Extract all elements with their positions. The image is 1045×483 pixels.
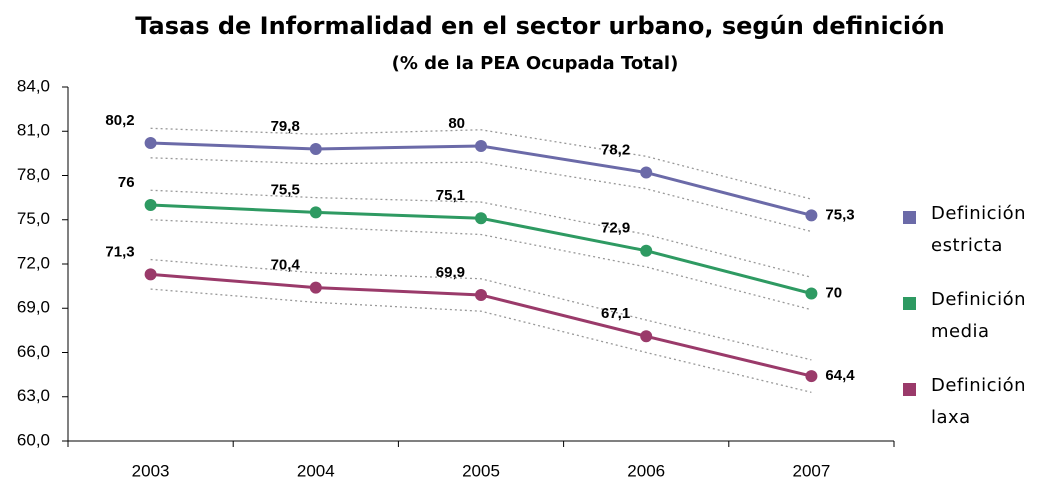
legend-item: Definición estricta — [903, 198, 1043, 284]
point — [640, 166, 653, 179]
point — [475, 288, 487, 301]
data-label: 80 — [448, 115, 465, 132]
point — [805, 209, 818, 222]
data-label: 78,2 — [601, 142, 630, 159]
point — [475, 140, 487, 152]
point — [805, 370, 818, 383]
data-label: 75,1 — [436, 187, 465, 204]
y-tick-label: 75,0 — [17, 209, 50, 228]
point — [144, 268, 157, 281]
data-label: 71,3 — [105, 243, 134, 260]
band-line — [150, 258, 812, 361]
point — [640, 330, 653, 343]
data-label: 70,4 — [271, 257, 301, 274]
point — [309, 142, 322, 155]
legend-label: Definición media — [931, 289, 1026, 342]
x-tick-label: 2003 — [132, 461, 170, 480]
point — [805, 287, 818, 300]
legend-swatch — [903, 211, 916, 224]
legend-label: Definición laxa — [931, 375, 1026, 428]
y-tick-label: 69,0 — [17, 298, 50, 317]
y-tick-label: 63,0 — [17, 386, 50, 405]
x-tick-label: 2005 — [462, 461, 500, 480]
y-tick-label: 72,0 — [17, 253, 50, 272]
y-tick-label: 66,0 — [17, 342, 50, 361]
y-tick-label: 60,0 — [17, 430, 50, 449]
legend-label: Definición estricta — [931, 203, 1026, 256]
data-label: 75,3 — [825, 206, 854, 223]
data-label: 79,8 — [271, 118, 300, 135]
legend-item: Definición media — [903, 284, 1043, 370]
band-line — [150, 189, 812, 278]
x-tick-label: 2004 — [297, 461, 335, 480]
data-label: 67,1 — [601, 305, 630, 322]
point — [309, 206, 322, 219]
data-label: 72,9 — [601, 220, 630, 237]
legend-swatch — [903, 383, 916, 396]
y-tick-label: 78,0 — [17, 165, 50, 184]
x-tick-label: 2006 — [627, 461, 665, 480]
band-line — [150, 157, 812, 233]
data-label: 70 — [825, 284, 842, 301]
legend: Definición estricta Definición media Defin… — [903, 198, 1043, 456]
point — [640, 244, 653, 257]
legend-item: Definición laxa — [903, 370, 1043, 456]
data-label: 64,4 — [825, 367, 855, 384]
band-line — [150, 127, 812, 200]
chart-title: Tasas de Informalidad en el sector urban… — [135, 12, 944, 40]
band-line — [150, 288, 812, 393]
point — [475, 212, 487, 225]
legend-swatch — [903, 297, 916, 310]
point — [144, 137, 157, 150]
y-tick-label: 81,0 — [17, 121, 50, 140]
data-label: 75,5 — [271, 181, 300, 198]
series-line — [150, 141, 812, 217]
point — [144, 199, 157, 211]
point — [309, 281, 322, 294]
data-label: 76 — [118, 174, 135, 191]
band-line — [150, 219, 812, 311]
data-label: 80,2 — [105, 112, 134, 129]
x-tick-label: 2007 — [792, 461, 830, 480]
y-tick-label: 84,0 — [17, 76, 50, 95]
chart-subtitle: (% de la PEA Ocupada Total) — [392, 53, 679, 74]
data-label: 69,9 — [436, 264, 465, 281]
